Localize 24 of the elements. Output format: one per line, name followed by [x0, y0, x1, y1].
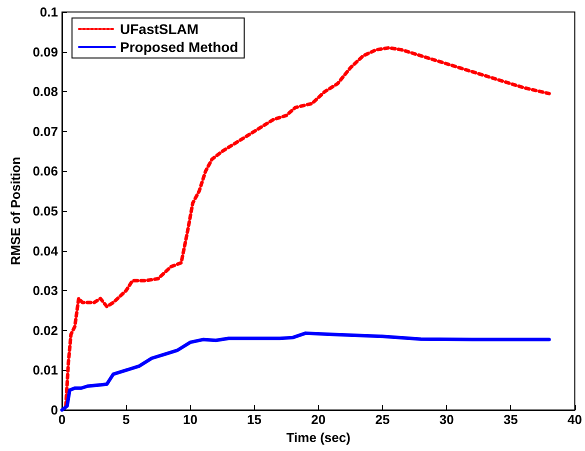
y-tick-label: 0.05	[32, 204, 58, 218]
x-tick-label: 10	[182, 412, 198, 427]
x-tick-label: 25	[375, 412, 390, 427]
x-tick-label: 35	[503, 412, 518, 427]
x-tick-label: 20	[311, 412, 326, 427]
x-tick-label: 5	[122, 412, 130, 427]
x-tick-label: 30	[439, 412, 454, 427]
line-series	[60, 331, 551, 412]
legend-label: Proposed Method	[120, 39, 238, 55]
y-tick-label: 0.04	[32, 243, 59, 258]
x-tick-label: 40	[568, 412, 582, 427]
x-tick-label: 15	[247, 412, 262, 427]
y-tick-label: 0.02	[32, 322, 58, 338]
y-tick-label: 0.09	[32, 44, 58, 60]
y-tick-label: 0.08	[32, 84, 58, 100]
y-axis-title: RMSE of Position	[8, 156, 23, 266]
y-tick-label: 0	[50, 402, 58, 418]
x-axis-title: Time (sec)	[286, 430, 350, 445]
y-tick-label: 0.03	[32, 283, 58, 298]
legend-label: UFastSLAM	[120, 21, 199, 37]
y-tick-label: 0.01	[32, 362, 58, 378]
y-tick-label: 0.07	[32, 124, 58, 139]
y-tick-label: 0.1	[40, 4, 58, 20]
y-tick-label: 0.06	[32, 164, 58, 179]
